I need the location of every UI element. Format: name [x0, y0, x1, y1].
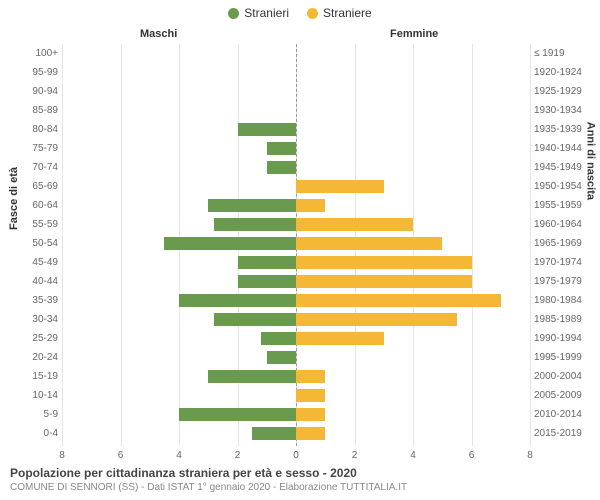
- bar-male: [267, 351, 296, 364]
- age-label: 5-9: [44, 409, 58, 420]
- bar-male: [208, 370, 296, 383]
- grid-line: [121, 44, 122, 446]
- birth-year-label: 1955-1959: [534, 200, 582, 211]
- bar-female: [296, 180, 384, 193]
- bar-male: [238, 275, 297, 288]
- bar-female: [296, 427, 325, 440]
- age-label: 50-54: [32, 238, 58, 249]
- legend: Stranieri Straniere: [0, 0, 600, 22]
- legend-swatch-female: [307, 8, 318, 19]
- age-label: 55-59: [32, 219, 58, 230]
- age-label: 75-79: [32, 143, 58, 154]
- birth-year-label: 1970-1974: [534, 257, 582, 268]
- age-label: 45-49: [32, 257, 58, 268]
- age-label: 20-24: [32, 352, 58, 363]
- age-label: 80-84: [32, 124, 58, 135]
- birth-year-label: 1920-1924: [534, 67, 582, 78]
- bar-male: [179, 408, 296, 421]
- birth-year-label: 1930-1934: [534, 105, 582, 116]
- age-label: 40-44: [32, 276, 58, 287]
- bar-female: [296, 218, 413, 231]
- header-male: Maschi: [140, 28, 177, 40]
- bar-female: [296, 408, 325, 421]
- birth-year-label: 1945-1949: [534, 162, 582, 173]
- bar-female: [296, 370, 325, 383]
- birth-year-label: 1965-1969: [534, 238, 582, 249]
- birth-year-label: 1940-1944: [534, 143, 582, 154]
- bar-male: [252, 427, 296, 440]
- x-tick-label: 4: [410, 450, 416, 461]
- bar-female: [296, 294, 501, 307]
- chart-title: Popolazione per cittadinanza straniera p…: [10, 466, 357, 480]
- birth-year-label: 2010-2014: [534, 409, 582, 420]
- x-tick-label: 0: [293, 450, 299, 461]
- age-label: 100+: [35, 48, 58, 59]
- birth-year-label: 1950-1954: [534, 181, 582, 192]
- age-label: 95-99: [32, 67, 58, 78]
- birth-year-label: 1985-1989: [534, 314, 582, 325]
- age-label: 15-19: [32, 371, 58, 382]
- grid-line: [472, 44, 473, 446]
- age-label: 10-14: [32, 390, 58, 401]
- birth-year-label: 2015-2019: [534, 428, 582, 439]
- birth-year-label: 1995-1999: [534, 352, 582, 363]
- birth-year-label: 1990-1994: [534, 333, 582, 344]
- bar-male: [164, 237, 296, 250]
- bar-male: [238, 256, 297, 269]
- y-axis-title-left: Fasce di età: [8, 167, 20, 230]
- birth-year-label: 2005-2009: [534, 390, 582, 401]
- birth-year-label: 1935-1939: [534, 124, 582, 135]
- bar-female: [296, 389, 325, 402]
- birth-year-label: ≤ 1919: [534, 48, 565, 59]
- bar-male: [238, 123, 297, 136]
- birth-year-label: 1925-1929: [534, 86, 582, 97]
- x-tick-label: 2: [352, 450, 358, 461]
- header-female: Femmine: [390, 28, 438, 40]
- birth-year-label: 1960-1964: [534, 219, 582, 230]
- legend-item-female: Straniere: [307, 6, 372, 20]
- bar-female: [296, 237, 442, 250]
- legend-label-male: Stranieri: [244, 6, 289, 20]
- x-tick-label: 8: [527, 450, 533, 461]
- birth-year-label: 1975-1979: [534, 276, 582, 287]
- age-label: 0-4: [44, 428, 58, 439]
- legend-swatch-male: [228, 8, 239, 19]
- x-tick-label: 4: [176, 450, 182, 461]
- bar-male: [208, 199, 296, 212]
- age-label: 35-39: [32, 295, 58, 306]
- bar-male: [267, 161, 296, 174]
- age-label: 90-94: [32, 86, 58, 97]
- birth-year-label: 2000-2004: [534, 371, 582, 382]
- bar-male: [214, 218, 296, 231]
- bar-male: [179, 294, 296, 307]
- bar-female: [296, 199, 325, 212]
- x-tick-label: 2: [235, 450, 241, 461]
- age-label: 70-74: [32, 162, 58, 173]
- bar-female: [296, 313, 457, 326]
- age-label: 25-29: [32, 333, 58, 344]
- legend-item-male: Stranieri: [228, 6, 289, 20]
- x-tick-label: 6: [469, 450, 475, 461]
- chart-subtitle: COMUNE DI SENNORI (SS) - Dati ISTAT 1° g…: [10, 482, 407, 493]
- grid-line: [62, 44, 63, 446]
- bar-male: [261, 332, 296, 345]
- legend-label-female: Straniere: [323, 6, 372, 20]
- chart-plot-area: [62, 44, 530, 446]
- x-tick-label: 8: [59, 450, 65, 461]
- birth-year-label: 1980-1984: [534, 295, 582, 306]
- bar-female: [296, 332, 384, 345]
- bar-male: [214, 313, 296, 326]
- age-label: 30-34: [32, 314, 58, 325]
- y-axis-title-right: Anni di nascita: [584, 122, 596, 200]
- grid-line: [530, 44, 531, 446]
- age-label: 60-64: [32, 200, 58, 211]
- x-tick-label: 6: [118, 450, 124, 461]
- bar-female: [296, 256, 472, 269]
- age-label: 85-89: [32, 105, 58, 116]
- bar-male: [267, 142, 296, 155]
- age-label: 65-69: [32, 181, 58, 192]
- bar-female: [296, 275, 472, 288]
